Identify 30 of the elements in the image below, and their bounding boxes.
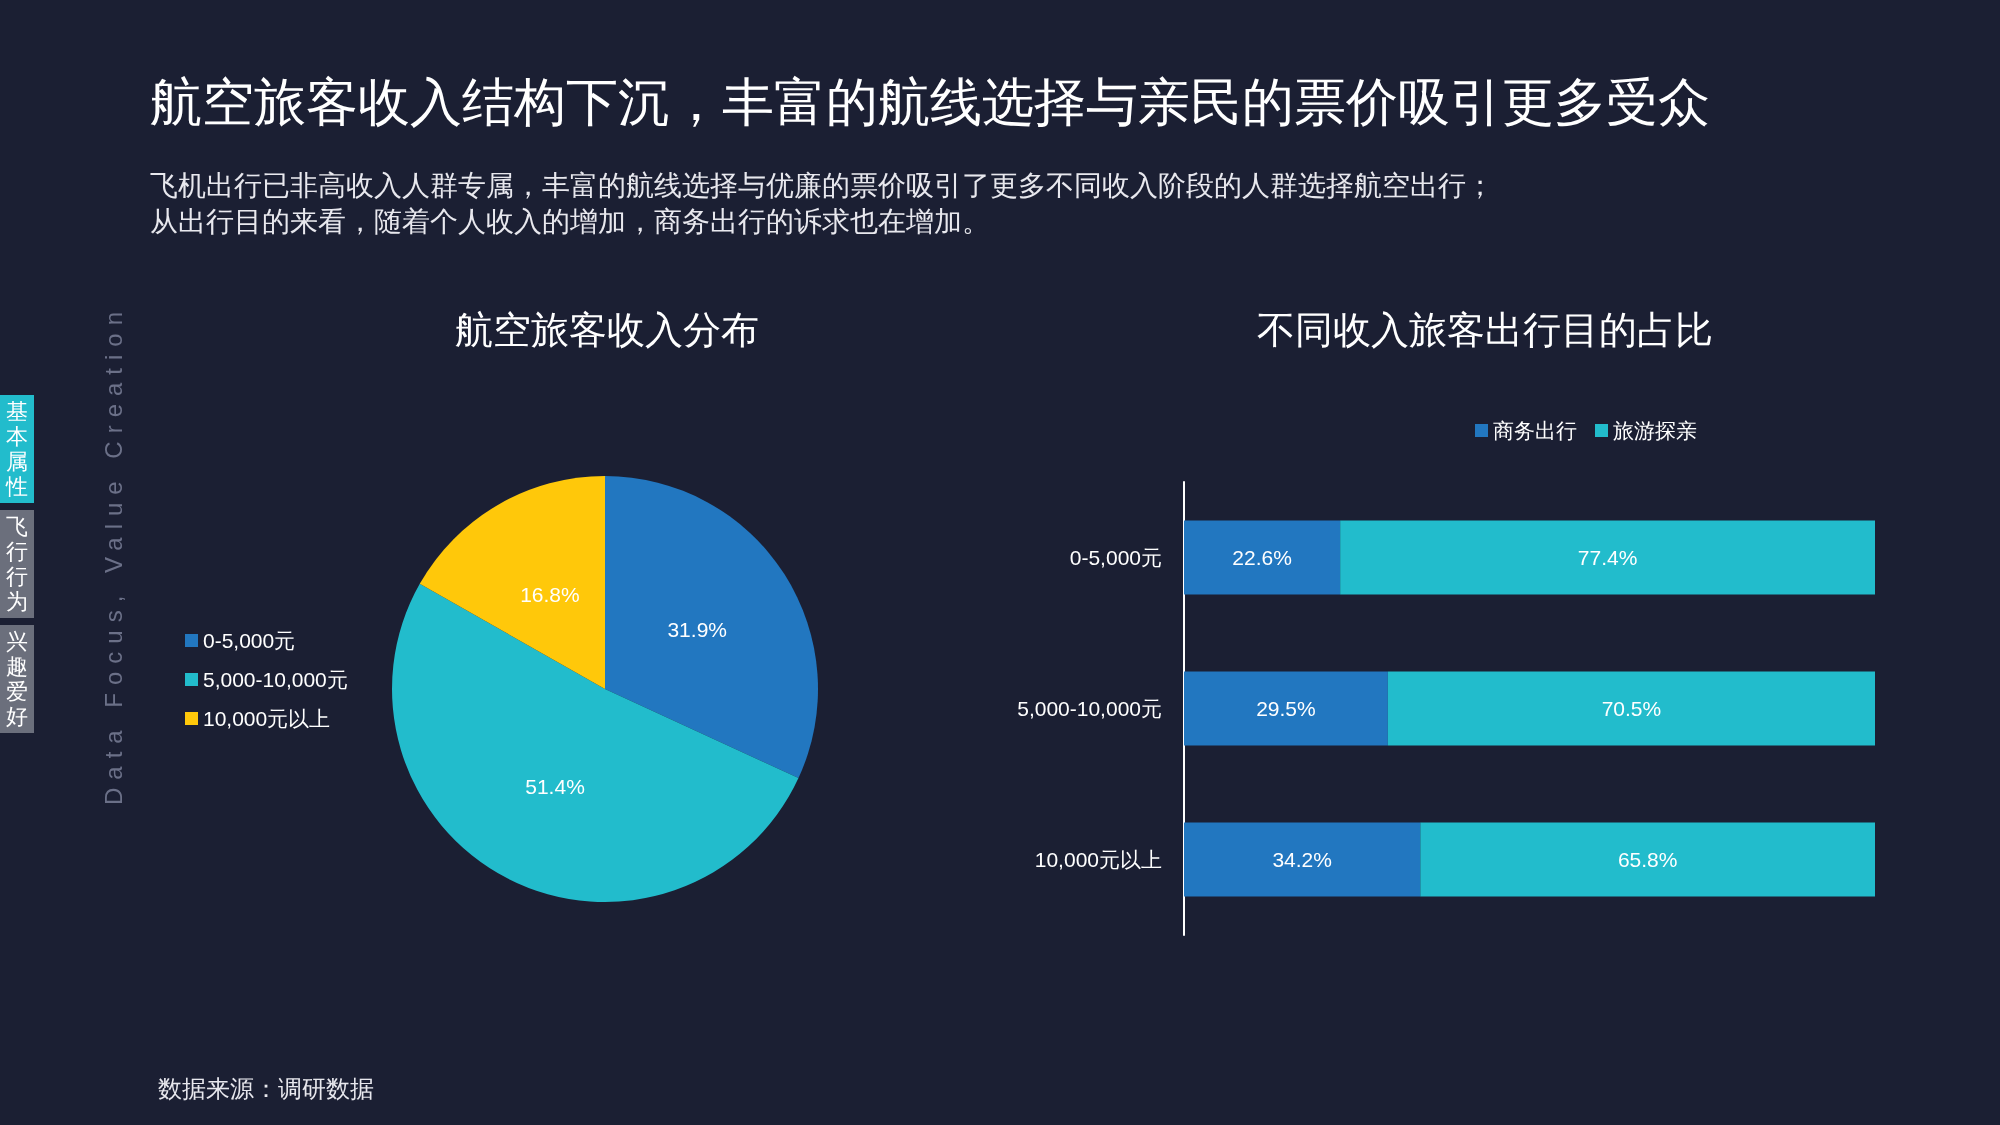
text: Data Focus, Value Creation xyxy=(100,303,128,805)
data-label: 29.5% xyxy=(1256,697,1316,720)
data-label: 22.6% xyxy=(1232,546,1292,569)
data-label: 77.4% xyxy=(1577,546,1638,569)
text: 从出行目的来看，随着个人收入的增加，商务出行的诉求也在增加。 xyxy=(150,205,990,239)
legend-label: 商务出行 xyxy=(1493,419,1577,442)
data-label: 65.8% xyxy=(1617,848,1678,871)
legend-label: 5,000-10,000元 xyxy=(203,668,348,691)
data-label: 70.5% xyxy=(1601,697,1662,720)
text: 飞机出行已非高收入人群专属，丰富的航线选择与优廉的票价吸引了更多不同收入阶段的人群选择航空出行； xyxy=(150,169,1494,203)
chart-title: 不同收入旅客出行目的占比 xyxy=(1257,309,1713,351)
y-tick-label: 0-5,000元 xyxy=(1069,546,1162,569)
data-label: 51.4% xyxy=(525,774,585,798)
legend-label: 10,000元以上 xyxy=(203,707,331,730)
bar xyxy=(1184,520,1341,595)
legend-label: 0-5,000元 xyxy=(203,629,296,652)
text: 航空旅客收入结构下沉，丰富的航线选择与亲民的票价吸引更多受众 xyxy=(150,72,1710,133)
data-label: 16.8% xyxy=(520,582,580,606)
y-tick-label: 5,000-10,000元 xyxy=(1017,697,1162,720)
bar xyxy=(1340,520,1875,595)
bar xyxy=(1184,822,1421,897)
data-label: 34.2% xyxy=(1272,848,1332,871)
legend-label: 旅游探亲 xyxy=(1613,419,1697,442)
data-label: 31.9% xyxy=(667,618,727,642)
bar xyxy=(1184,671,1388,746)
bar xyxy=(1387,671,1875,746)
bar xyxy=(1420,822,1875,897)
chart-title: 航空旅客收入分布 xyxy=(455,309,759,351)
y-tick-label: 10,000元以上 xyxy=(1034,848,1162,871)
source-note: 数据来源：调研数据 xyxy=(158,1074,374,1104)
